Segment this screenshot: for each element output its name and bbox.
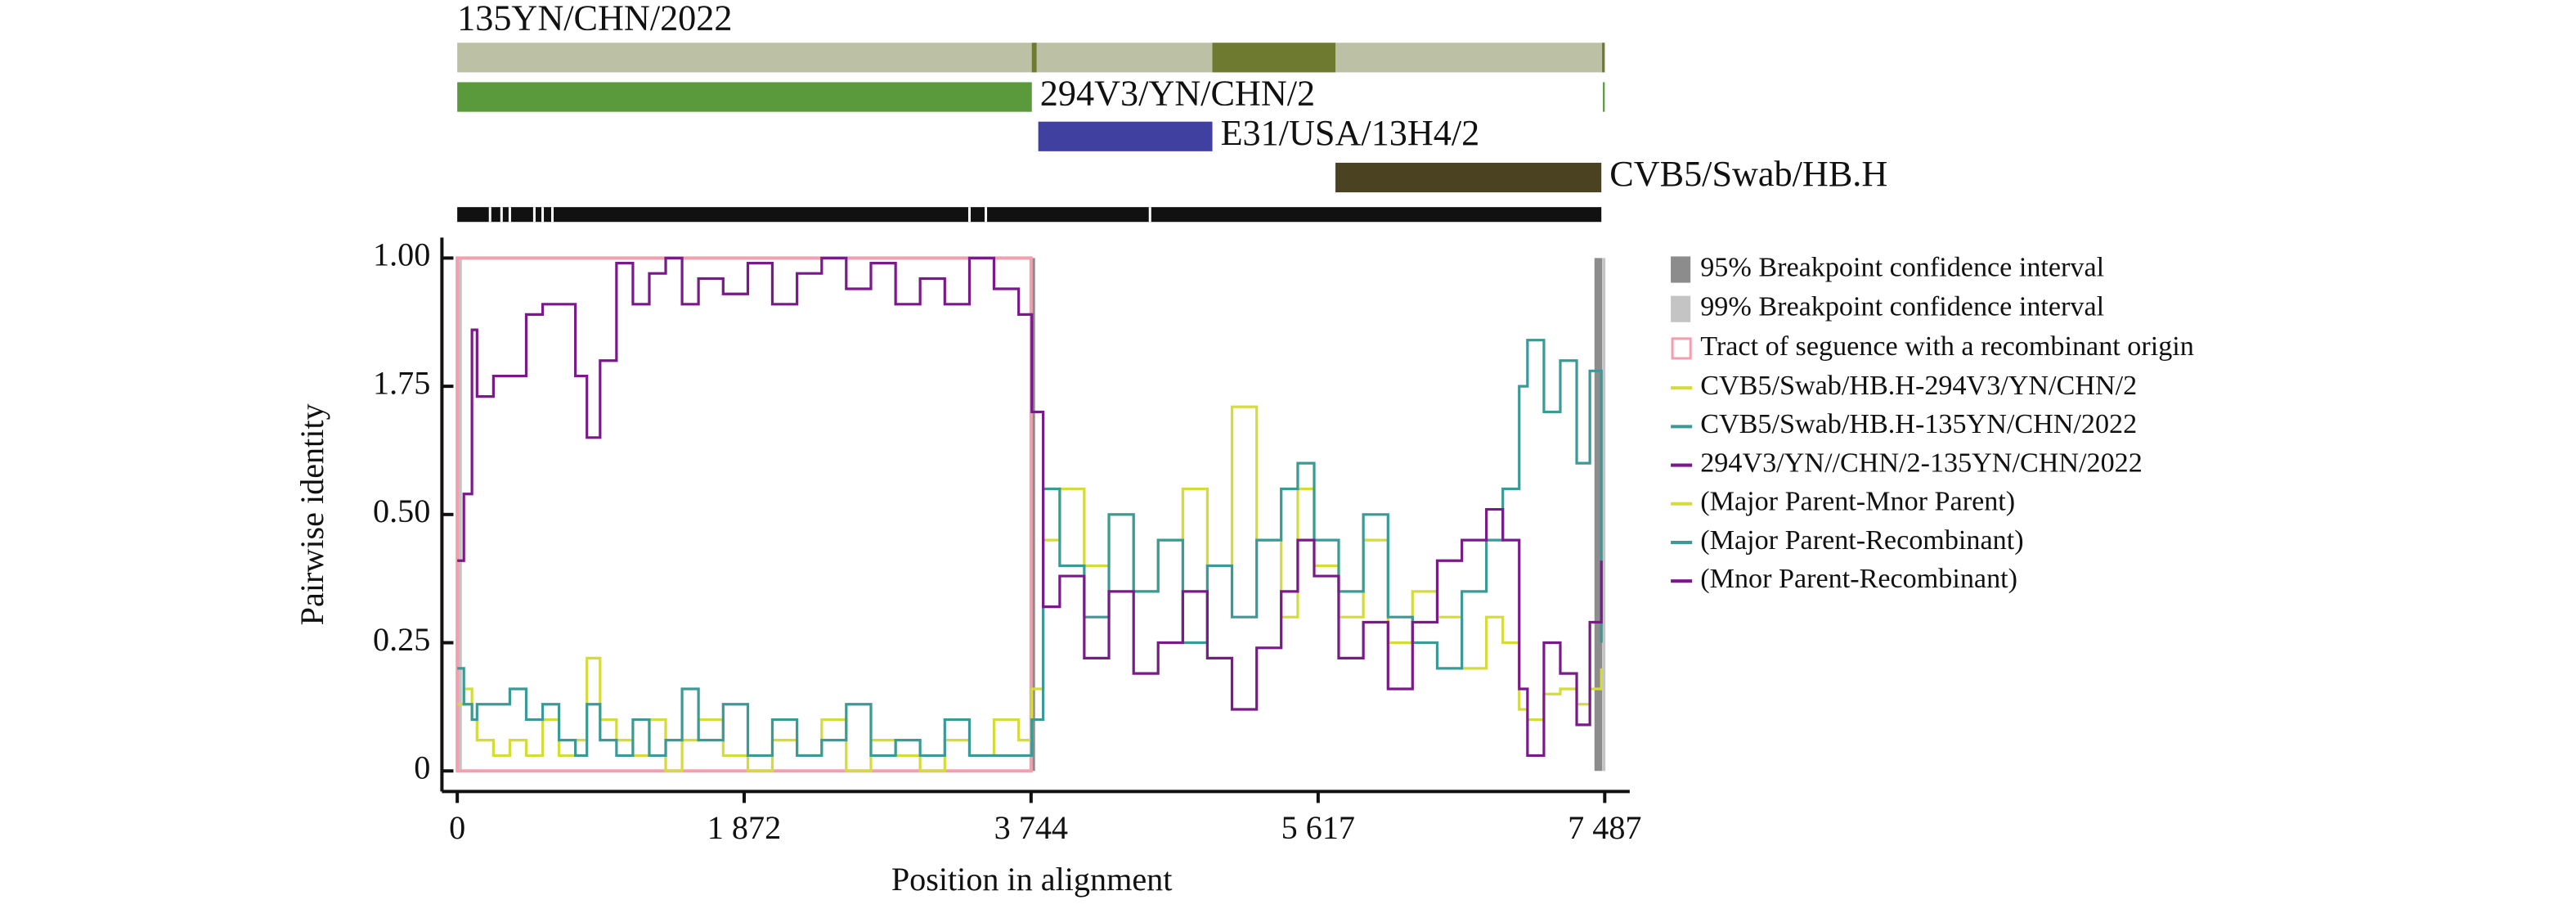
track-highlight <box>1031 43 1037 73</box>
breakpoint-gap <box>1148 207 1151 223</box>
confidence-interval <box>1030 258 1035 772</box>
breakpoint-gap <box>551 207 554 223</box>
legend-label: (Major Parent-Recombinant) <box>1700 525 2023 556</box>
track-segment <box>457 43 1605 73</box>
legend-label: 95% Breakpoint confidence interval <box>1700 252 2104 282</box>
legend-swatch <box>1671 295 1691 322</box>
series-line <box>457 256 1603 758</box>
legend-swatch <box>1671 337 1692 360</box>
y-tick-label: 0.50 <box>373 493 430 529</box>
track-label: E31/USA/13H4/2 <box>1221 113 1480 153</box>
track-highlight <box>1212 43 1336 73</box>
y-tick-label: 1.75 <box>373 364 430 401</box>
track-label: 294V3/YN/CHN/2 <box>1040 74 1315 114</box>
legend-label: CVB5/Swab/HB.H-135YN/CHN/2022 <box>1700 409 2137 439</box>
track-segment <box>1603 82 1605 112</box>
breakpoint-gap <box>500 207 503 223</box>
y-axis-title: Pairwise identity <box>294 403 330 625</box>
legend-label: (Major Parent-Mnor Parent) <box>1700 487 2015 517</box>
legend-label: Tract of seguence with a recombinant ori… <box>1700 331 2194 362</box>
legend-label: 99% Breakpoint confidence interval <box>1700 292 2104 322</box>
x-axis-title: Position in alignment <box>891 861 1173 898</box>
track-label: 135YN/CHN/2022 <box>457 0 732 38</box>
x-tick-label: 7 487 <box>1568 809 1641 846</box>
y-tick-label: 0 <box>414 749 430 785</box>
legend-label: (Mnor Parent-Recombinant) <box>1700 564 2017 594</box>
confidence-interval <box>1594 258 1603 772</box>
series-line <box>457 405 1603 772</box>
breakpoint-gap <box>967 207 971 223</box>
track-segment <box>1335 162 1602 193</box>
breakpoint-gap <box>985 207 988 223</box>
x-tick-label: 5 617 <box>1281 809 1355 846</box>
confidence-interval <box>1602 258 1606 772</box>
breakpoint-gap <box>532 207 536 223</box>
breakpoint-gap <box>508 207 511 223</box>
recombinant-tract <box>456 256 1033 773</box>
x-tick-label: 1 872 <box>707 809 781 846</box>
breakpoint-gap <box>488 207 491 223</box>
track-segment <box>457 82 1032 112</box>
x-tick-label: 3 744 <box>994 809 1068 846</box>
y-tick-label: 0.25 <box>373 621 430 658</box>
track-segment <box>1038 121 1213 151</box>
legend-swatch <box>1671 256 1691 283</box>
breakpoint-bar <box>457 207 1602 223</box>
track-label: CVB5/Swab/HB.H <box>1609 154 1887 194</box>
track-highlight <box>1602 43 1605 73</box>
legend-label: CVB5/Swab/HB.H-294V3/YN/CHN/2 <box>1700 371 2137 401</box>
breakpoint-gap <box>541 207 545 223</box>
series-line <box>457 339 1603 758</box>
x-tick-label: 0 <box>449 809 465 846</box>
y-tick-label: 1.00 <box>373 236 430 273</box>
confidence-interval <box>457 258 462 772</box>
legend-label: 294V3/YN//CHN/2-135YN/CHN/2022 <box>1700 448 2143 478</box>
